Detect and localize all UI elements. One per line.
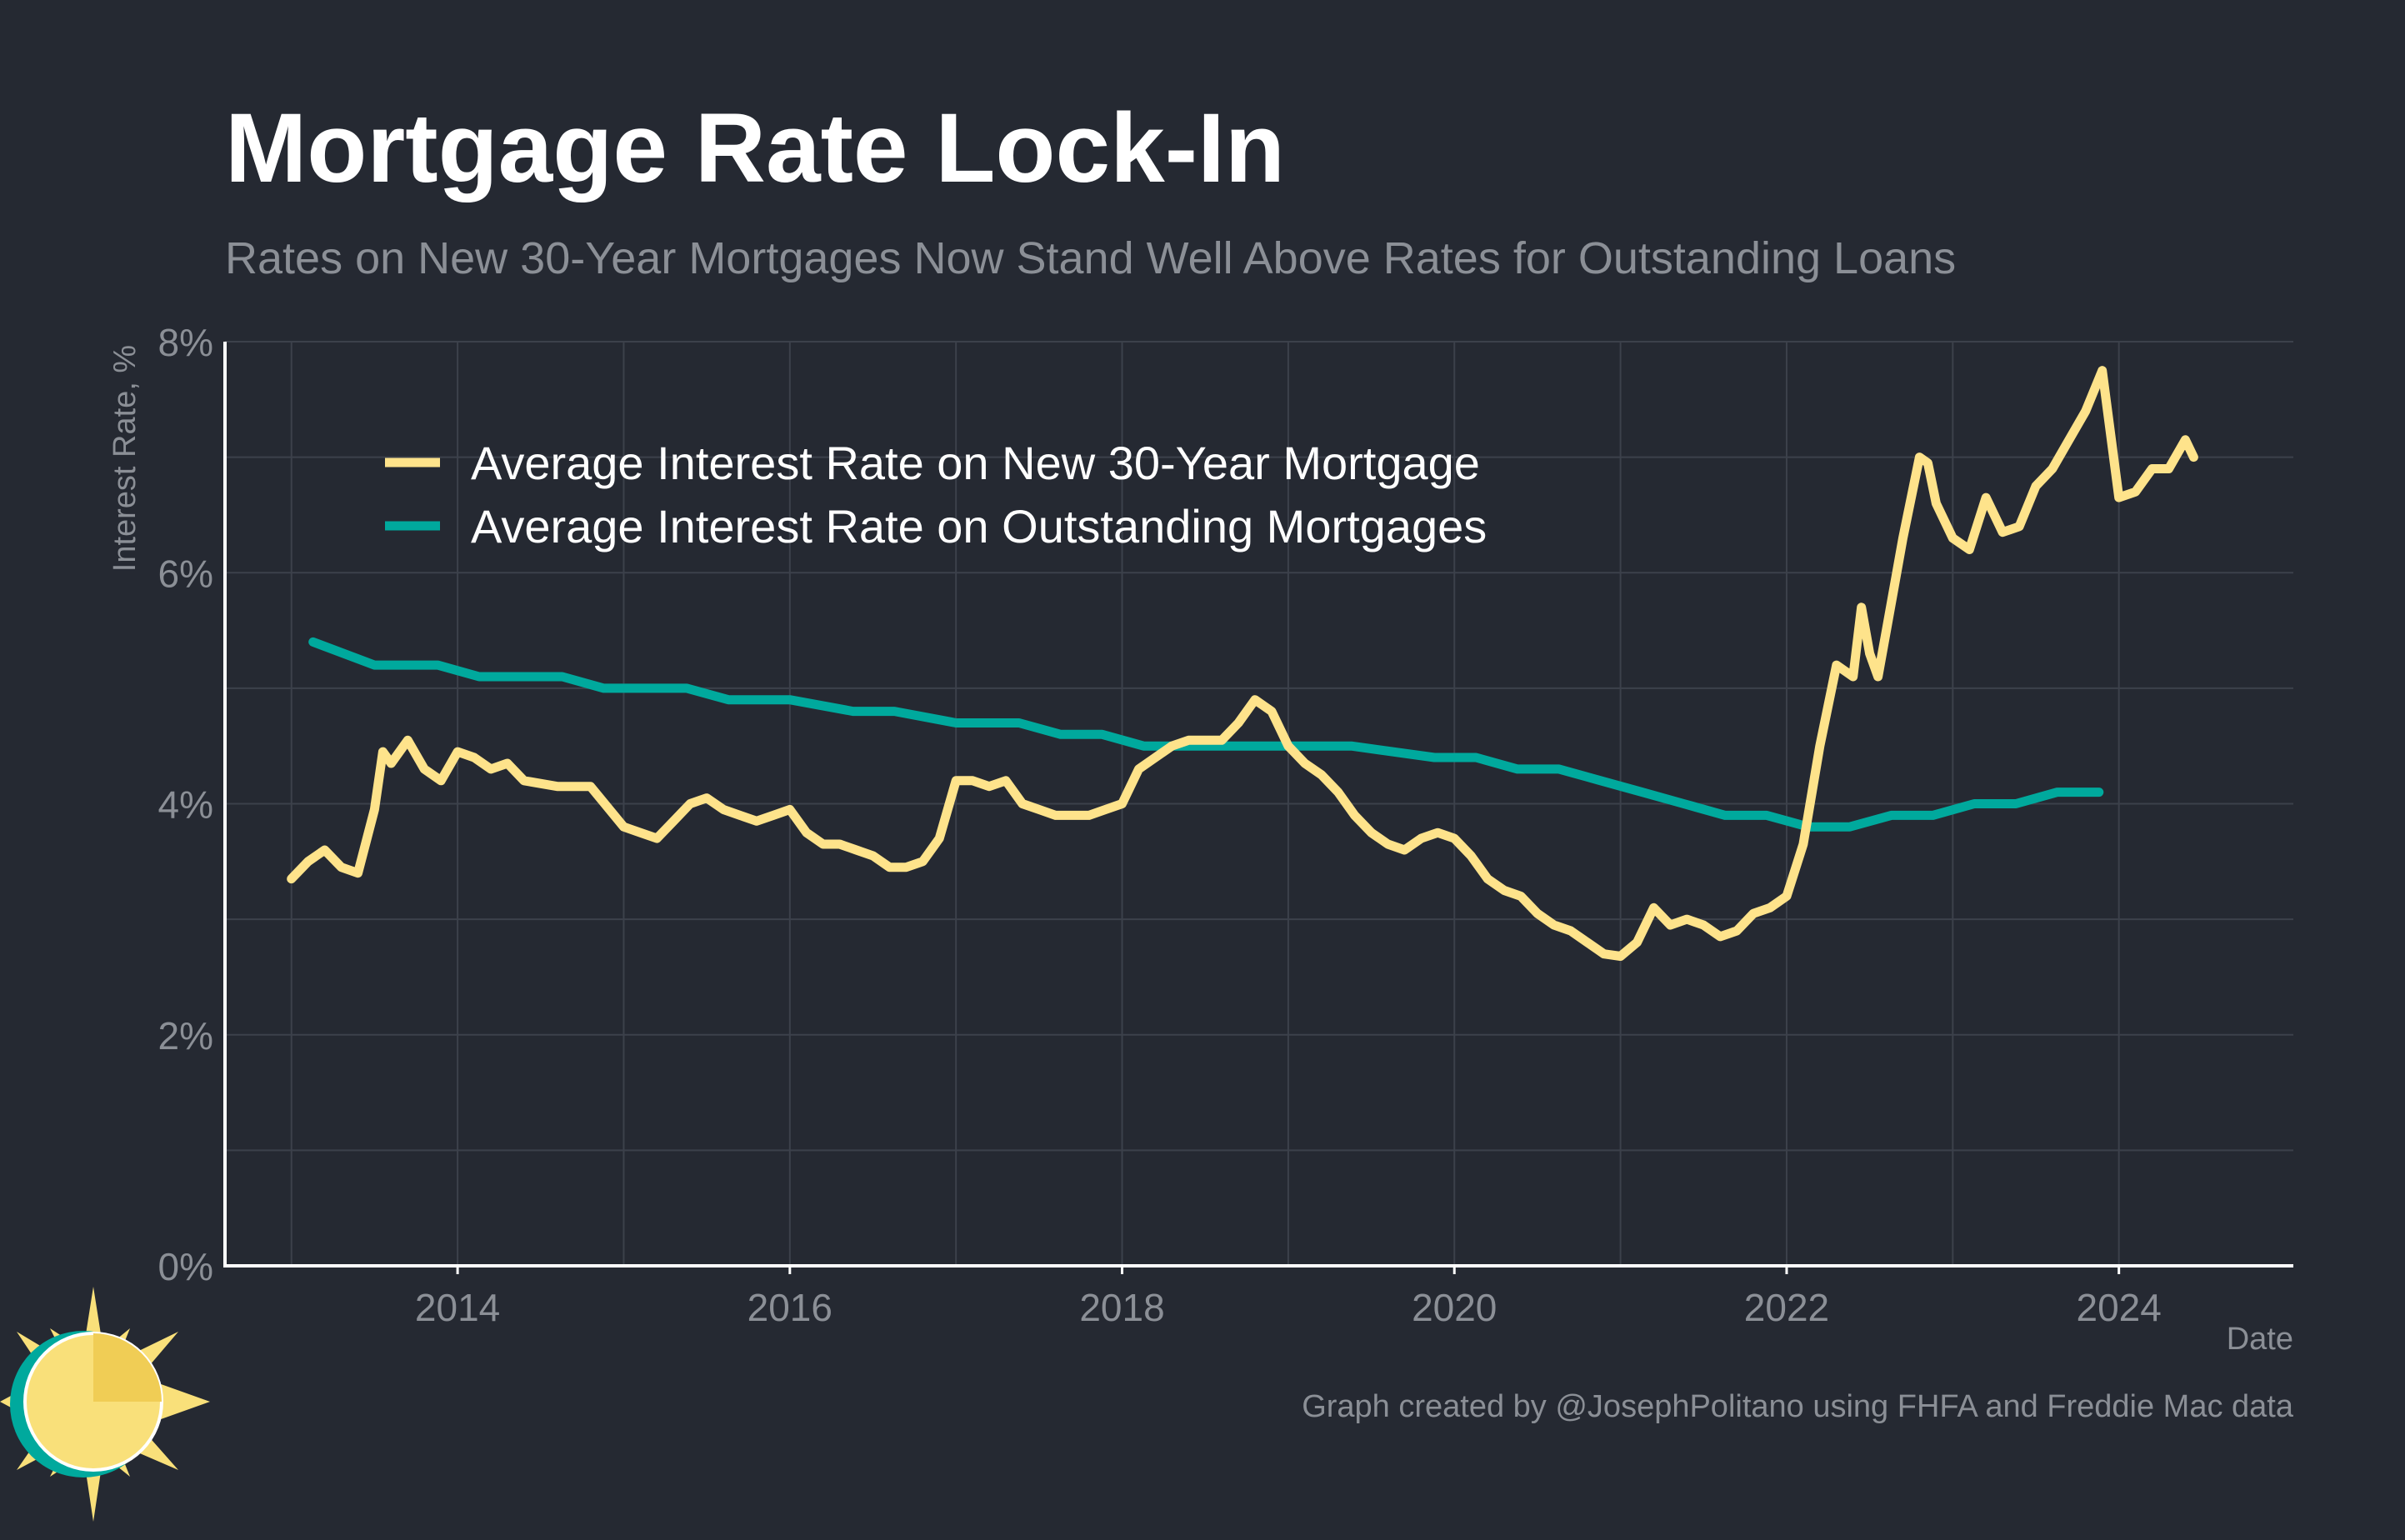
x-tick-label: 2016 xyxy=(748,1286,832,1329)
series-line-new-mortgage xyxy=(287,366,2198,961)
legend: Average Interest Rate on New 30-Year Mor… xyxy=(385,437,1487,552)
x-axis-label: Date xyxy=(2227,1322,2293,1357)
x-tick-label: 2014 xyxy=(415,1286,500,1329)
legend-label: Average Interest Rate on Outstanding Mor… xyxy=(471,500,1487,552)
x-tick-label: 2020 xyxy=(1412,1286,1497,1329)
chart-subtitle: Rates on New 30-Year Mortgages Now Stand… xyxy=(225,233,1956,283)
y-tick-label: 6% xyxy=(158,552,213,595)
series-line-outstanding xyxy=(308,637,2104,832)
y-tick-label: 4% xyxy=(158,783,213,827)
y-tick-label: 0% xyxy=(158,1245,213,1288)
series-lines xyxy=(287,366,2198,961)
chart-title: Mortgage Rate Lock-In xyxy=(225,93,1285,203)
axes xyxy=(223,342,2293,1268)
y-axis-label: Interest Rate, % xyxy=(108,345,142,572)
tick-labels: 0% 2% 4% 6% 8% 2014 2016 2018 2020 2022 2024 xyxy=(158,321,2162,1329)
x-tick-label: 2022 xyxy=(1744,1286,1829,1329)
sun-icon xyxy=(0,1287,210,1522)
x-tick-label: 2018 xyxy=(1079,1286,1164,1329)
y-tick-label: 2% xyxy=(158,1014,213,1058)
credit-text: Graph created by @JosephPolitano using F… xyxy=(1302,1389,2294,1424)
x-tick-label: 2024 xyxy=(2077,1286,2162,1329)
y-tick-label: 8% xyxy=(158,321,213,364)
legend-label: Average Interest Rate on New 30-Year Mor… xyxy=(471,437,1480,489)
